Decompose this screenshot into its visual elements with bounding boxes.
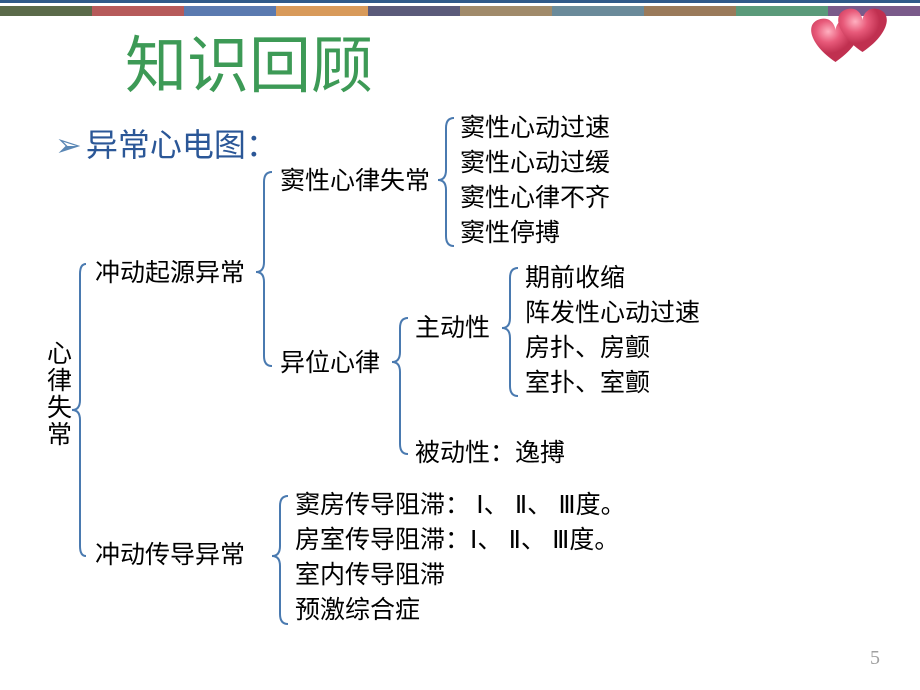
heart-icon (800, 0, 890, 70)
leaf-sinus-1: 窦性心动过缓 (460, 148, 610, 181)
l1-conduction: 冲动传导异常 (95, 540, 245, 573)
leaf-active-3: 室扑、室颤 (525, 368, 650, 401)
root-node: 心律失常 (40, 340, 73, 448)
leaf-sinus-2: 窦性心律不齐 (460, 183, 610, 216)
page-title: 知识回顾 (125, 15, 373, 105)
leaf-active-1: 阵发性心动过速 (525, 298, 700, 331)
top-border (0, 0, 920, 3)
subtitle: ➢异常心电图： (55, 120, 278, 166)
l2-ectopic: 异位心律 (280, 348, 380, 381)
leaf-cond-3: 预激综合症 (295, 595, 420, 628)
leaf-sinus-0: 窦性心动过速 (460, 113, 610, 146)
leaf-cond-2: 室内传导阻滞 (295, 560, 445, 593)
l2-sinus: 窦性心律失常 (280, 166, 430, 199)
leaf-cond-1: 房室传导阻滞：Ⅰ、 Ⅱ、 Ⅲ度。 (295, 525, 619, 558)
bullet-icon: ➢ (55, 127, 82, 163)
leaf-active-0: 期前收缩 (525, 263, 625, 296)
leaf-cond-0: 窦房传导阻滞： Ⅰ、 Ⅱ、 Ⅲ度。 (295, 490, 626, 523)
l3-active: 主动性 (415, 313, 490, 346)
leaf-sinus-3: 窦性停搏 (460, 218, 560, 251)
leaf-active-2: 房扑、房颤 (525, 333, 650, 366)
subtitle-text: 异常心电图： (86, 127, 278, 163)
page-number: 5 (870, 647, 880, 670)
l1-origin: 冲动起源异常 (95, 258, 245, 291)
l3-passive: 被动性：逸搏 (415, 438, 565, 471)
